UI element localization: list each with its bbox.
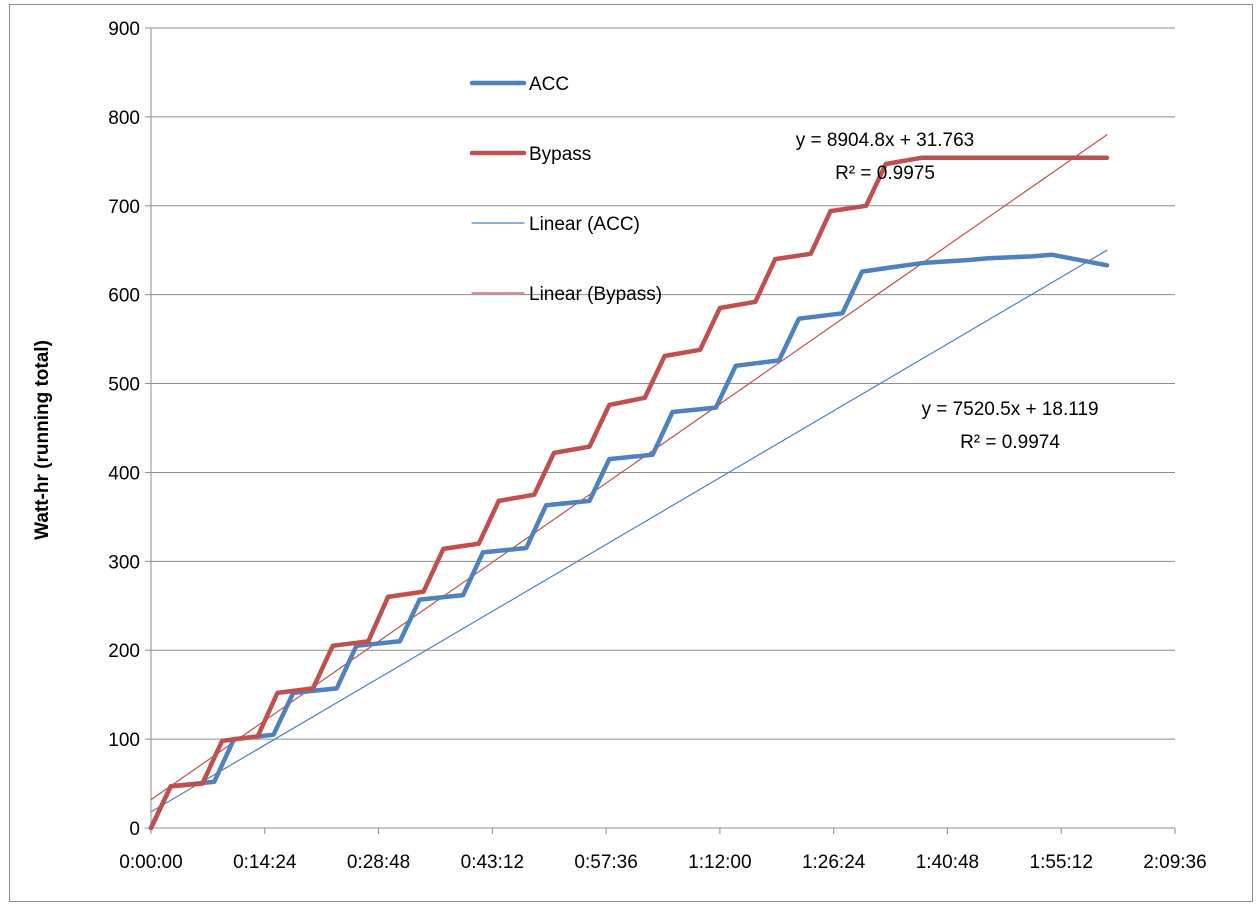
y-tick-label: 200 <box>108 641 140 662</box>
legend-label-acc: ACC <box>529 74 569 95</box>
x-tick-label: 1:12:00 <box>688 852 751 873</box>
y-tick-label: 400 <box>108 463 140 484</box>
series-acc-line <box>148 252 1110 831</box>
y-tick-label: 500 <box>108 375 140 396</box>
y-tick-label: 800 <box>108 108 140 129</box>
y-axis-title: Watt-hr (running total) <box>32 340 53 540</box>
trendlines <box>150 134 1108 813</box>
x-tick-label: 0:43:12 <box>461 852 524 873</box>
acc-r2: R² = 0.9974 <box>960 432 1060 453</box>
y-tick-label: 900 <box>108 19 140 40</box>
bypass-r2: R² = 0.9975 <box>835 163 935 184</box>
legend-label-bypass: Bypass <box>529 144 591 165</box>
y-tick-labels: 0 100 200 300 400 500 600 700 800 900 <box>108 19 140 840</box>
x-tick-labels: 0:00:00 0:14:24 0:28:48 0:43:12 0:57:36 1:12:… <box>119 852 1206 873</box>
y-tick-label: 100 <box>108 730 140 751</box>
x-tick-label: 1:26:24 <box>802 852 866 873</box>
x-tick-label: 2:09:36 <box>1143 852 1206 873</box>
x-tick-label: 0:14:24 <box>233 852 297 873</box>
series-linear-acc-trendline <box>150 249 1108 813</box>
x-tick-label: 0:00:00 <box>119 852 182 873</box>
x-tick-label: 0:57:36 <box>574 852 637 873</box>
x-tick-label: 1:40:48 <box>916 852 979 873</box>
series-bypass-line <box>148 155 1110 831</box>
gridlines <box>151 27 1175 740</box>
trendline-equations: y = 8904.8x + 31.763 R² = 0.9975 y = 752… <box>796 130 1099 453</box>
legend: ACC Bypass Linear (ACC) Linear (Bypass) <box>469 74 662 305</box>
y-tick-label: 0 <box>129 819 140 840</box>
y-tick-label: 600 <box>108 286 140 307</box>
legend-label-linear-bypass: Linear (Bypass) <box>529 284 662 305</box>
x-tick-label: 1:55:12 <box>1030 852 1093 873</box>
data-series <box>148 155 1110 831</box>
x-tick-label: 0:28:48 <box>347 852 410 873</box>
chart-frame: 0 100 200 300 400 500 600 700 800 900 0:00:00 0:14… <box>9 4 1253 902</box>
y-tick-label: 300 <box>108 552 140 573</box>
line-chart: 0 100 200 300 400 500 600 700 800 900 0:00:00 0:14… <box>32 19 1207 873</box>
y-tick-label: 700 <box>108 197 140 218</box>
axes <box>145 27 1176 834</box>
legend-label-linear-acc: Linear (ACC) <box>529 214 640 235</box>
acc-equation: y = 7520.5x + 18.119 <box>921 399 1098 420</box>
bypass-equation: y = 8904.8x + 31.763 <box>796 130 975 151</box>
